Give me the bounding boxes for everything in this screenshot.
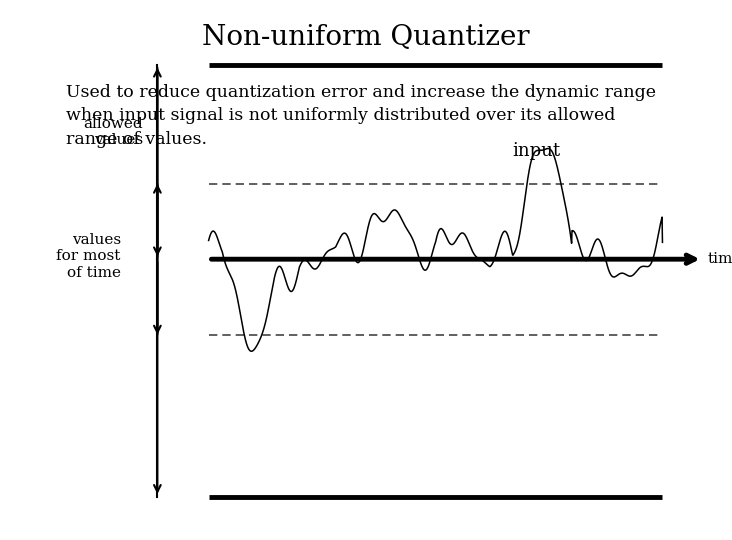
Text: input: input <box>512 142 561 160</box>
Text: Used to reduce quantization error and increase the dynamic range
when input sign: Used to reduce quantization error and in… <box>66 84 656 148</box>
Text: values
for most
of time: values for most of time <box>56 233 121 280</box>
Text: time: time <box>708 252 732 266</box>
Text: Non-uniform Quantizer: Non-uniform Quantizer <box>202 24 530 51</box>
Text: allowed
values: allowed values <box>83 117 143 147</box>
